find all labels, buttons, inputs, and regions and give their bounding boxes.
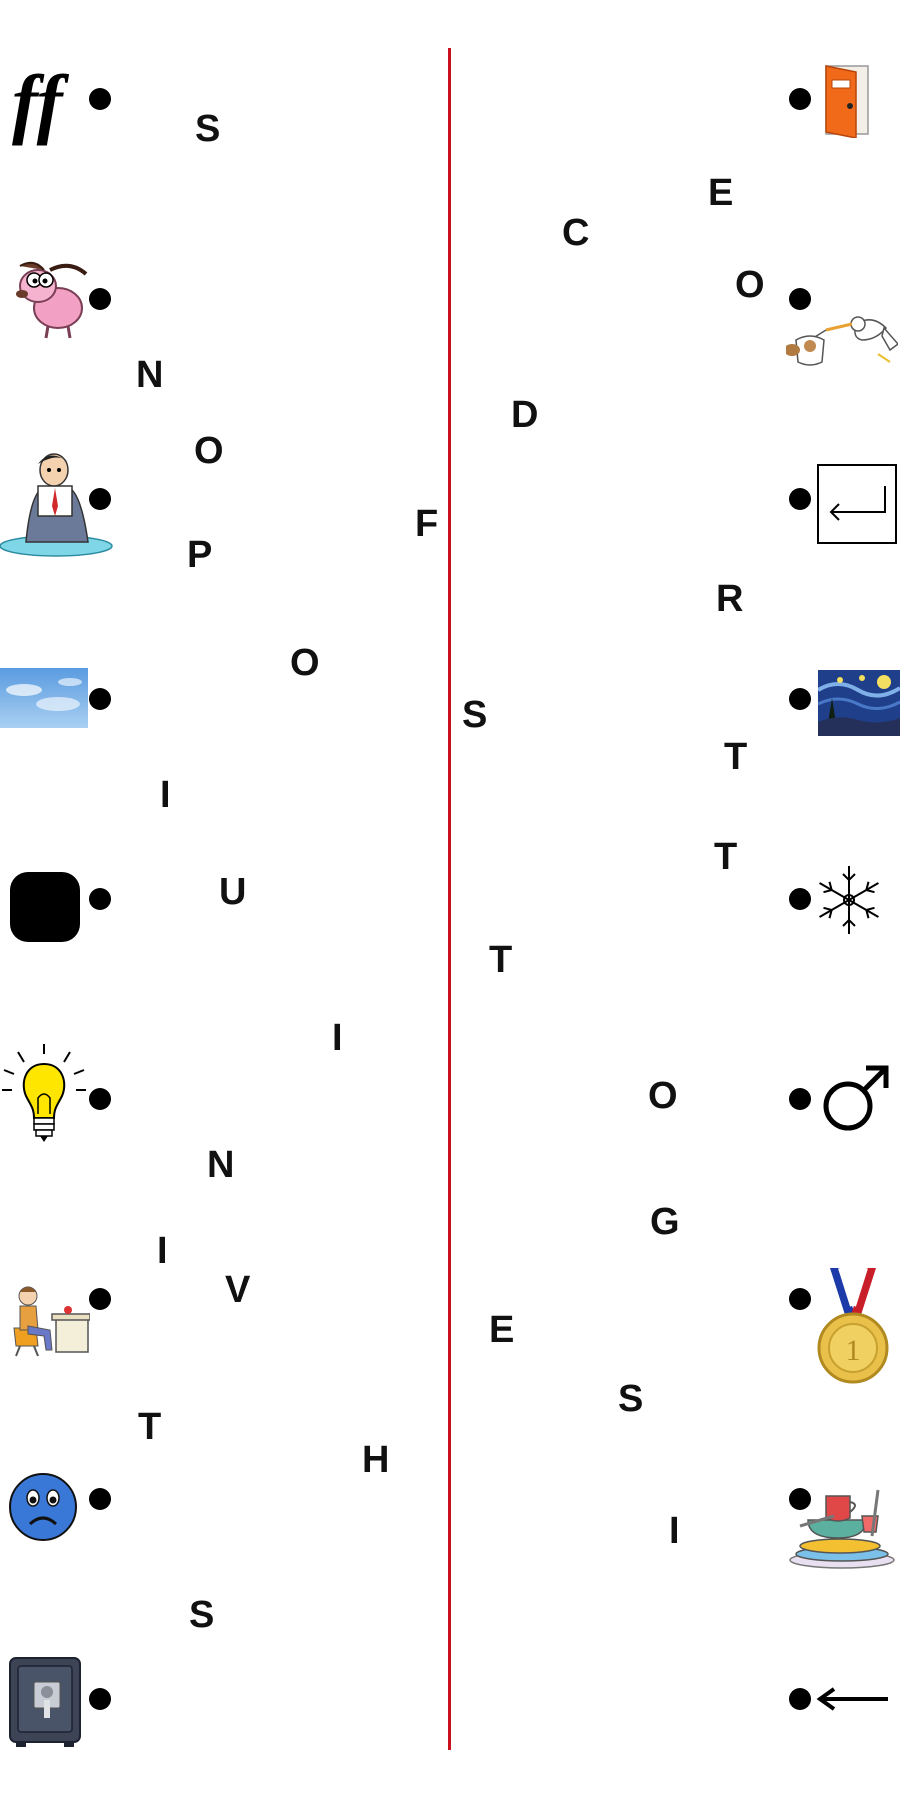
orange-door-icon <box>822 62 872 138</box>
letter-24: T <box>489 939 513 981</box>
letter-21: S <box>462 694 488 736</box>
letter-22: T <box>724 736 748 778</box>
left-dot-2[interactable] <box>89 288 111 310</box>
stork-delivery-icon <box>786 310 898 368</box>
light-bulb-icon <box>0 1042 88 1150</box>
melting-man-icon <box>0 450 116 558</box>
right-dot-1[interactable] <box>789 88 811 110</box>
letter-4: P <box>187 534 213 576</box>
letter-3: O <box>194 430 224 472</box>
right-dot-2[interactable] <box>789 288 811 310</box>
letter-10: N <box>207 1144 235 1186</box>
letter-16: E <box>708 172 734 214</box>
left-dot-5[interactable] <box>89 888 111 910</box>
right-dot-8[interactable] <box>789 1488 811 1510</box>
left-dot-6[interactable] <box>89 1088 111 1110</box>
letter-12: V <box>225 1269 251 1311</box>
letter-27: E <box>489 1309 515 1351</box>
letter-19: D <box>511 394 539 436</box>
letter-6: O <box>290 642 320 684</box>
right-dot-4[interactable] <box>789 688 811 710</box>
letter-26: G <box>650 1201 680 1243</box>
letter-28: S <box>618 1378 644 1420</box>
blue-sky-icon <box>0 668 88 728</box>
ff-text: ff <box>12 59 63 146</box>
letter-23: T <box>714 836 738 878</box>
gold-medal-icon: 1 <box>816 1268 890 1388</box>
safe-vault-icon <box>8 1656 84 1748</box>
svg-text:1: 1 <box>846 1334 861 1367</box>
letter-17: C <box>562 212 590 254</box>
letter-9: I <box>332 1017 343 1059</box>
enter-key-icon <box>817 464 897 544</box>
center-divider-line <box>448 48 451 1750</box>
fortissimo-ff-icon: ff <box>12 64 63 142</box>
right-dot-3[interactable] <box>789 488 811 510</box>
left-dot-4[interactable] <box>89 688 111 710</box>
starry-night-painting-icon <box>818 670 900 736</box>
letter-29: I <box>669 1510 680 1552</box>
right-dot-7[interactable] <box>789 1288 811 1310</box>
right-dot-5[interactable] <box>789 888 811 910</box>
left-dot-1[interactable] <box>89 88 111 110</box>
left-arrow-icon <box>816 1686 890 1712</box>
letter-11: I <box>157 1230 168 1272</box>
letter-2: N <box>136 354 164 396</box>
letter-25: O <box>648 1075 678 1117</box>
black-rounded-square-icon <box>10 872 80 942</box>
right-dot-6[interactable] <box>789 1088 811 1110</box>
letter-7: I <box>160 774 171 816</box>
left-dot-8[interactable] <box>89 1488 111 1510</box>
letter-20: R <box>716 578 744 620</box>
letter-15: S <box>189 1594 215 1636</box>
letter-14: H <box>362 1439 390 1481</box>
male-symbol-icon <box>820 1064 890 1134</box>
right-dot-9[interactable] <box>789 1688 811 1710</box>
letter-5: F <box>415 503 439 545</box>
left-dot-3[interactable] <box>89 488 111 510</box>
man-at-desk-icon <box>6 1276 90 1360</box>
left-dot-9[interactable] <box>89 1688 111 1710</box>
left-dot-7[interactable] <box>89 1288 111 1310</box>
letter-18: O <box>735 264 765 306</box>
letter-1: S <box>195 108 221 150</box>
snowflake-icon <box>814 862 884 938</box>
dirty-dishes-icon <box>786 1476 898 1570</box>
letter-8: U <box>219 871 247 913</box>
letter-13: T <box>138 1406 162 1448</box>
sad-face-icon <box>8 1472 78 1542</box>
pink-dog-cartoon-icon <box>14 256 90 340</box>
